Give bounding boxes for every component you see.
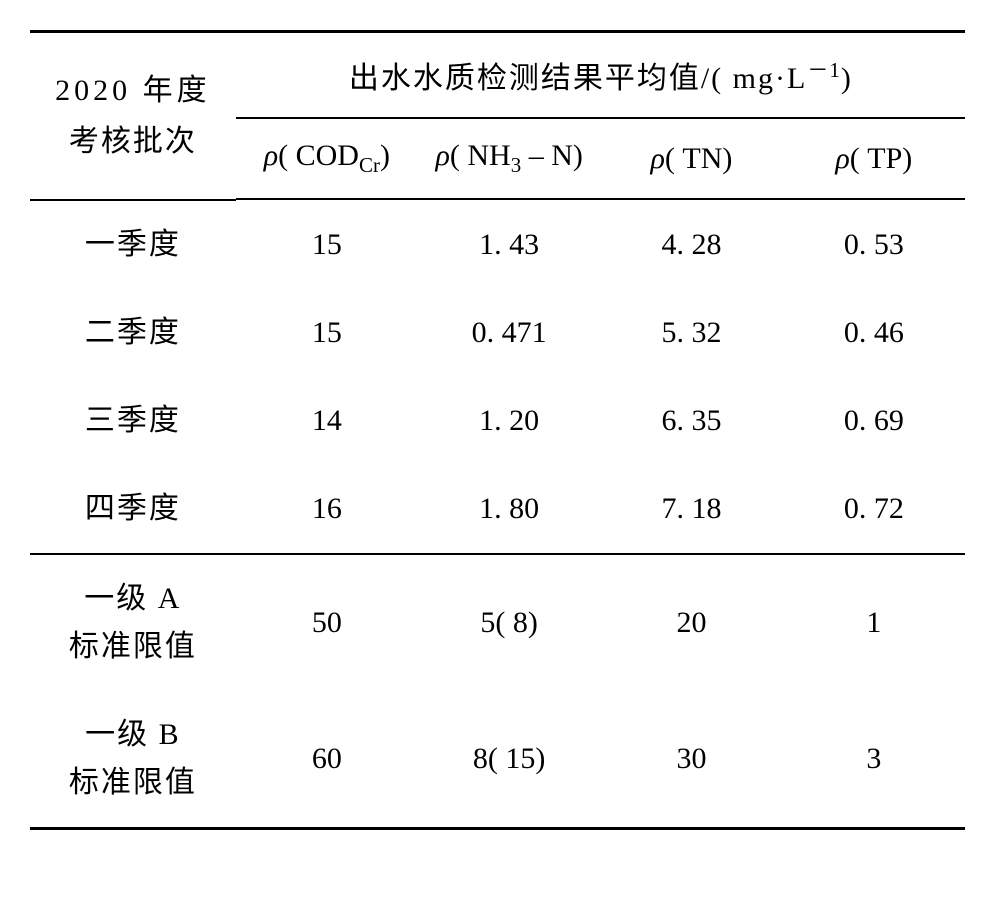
cell: 15	[236, 200, 418, 289]
cell: 0. 46	[783, 289, 965, 377]
cell: 6. 35	[600, 377, 782, 465]
cell: 4. 28	[600, 200, 782, 289]
table-row: 一季度 15 1. 43 4. 28 0. 53	[30, 200, 965, 289]
cell: 0. 53	[783, 200, 965, 289]
row-label: 一级 A 标准限值	[30, 554, 236, 691]
table-row-std: 一级 B 标准限值 60 8( 15) 30 3	[30, 691, 965, 829]
cell: 16	[236, 465, 418, 554]
cell: 0. 471	[418, 289, 600, 377]
cell: 0. 72	[783, 465, 965, 554]
table-row: 三季度 14 1. 20 6. 35 0. 69	[30, 377, 965, 465]
table-row: 二季度 15 0. 471 5. 32 0. 46	[30, 289, 965, 377]
row-label: 一级 B 标准限值	[30, 691, 236, 829]
col-header-nh3n: ρ( NH3 – N)	[418, 118, 600, 199]
cell: 1. 20	[418, 377, 600, 465]
table-row: 四季度 16 1. 80 7. 18 0. 72	[30, 465, 965, 554]
water-quality-table: 2020 年度 考核批次 出水水质检测结果平均值/( mg·L－1) ρ( CO…	[30, 30, 965, 830]
cell: 50	[236, 554, 418, 691]
col-header-tn: ρ( TN)	[600, 118, 782, 199]
header-top: 出水水质检测结果平均值/( mg·L－1)	[236, 32, 965, 119]
cell: 1. 43	[418, 200, 600, 289]
cell: 5( 8)	[418, 554, 600, 691]
cell: 5. 32	[600, 289, 782, 377]
cell: 8( 15)	[418, 691, 600, 829]
row-label: 二季度	[30, 289, 236, 377]
row-label: 一季度	[30, 200, 236, 289]
cell: 30	[600, 691, 782, 829]
cell: 1. 80	[418, 465, 600, 554]
cell: 60	[236, 691, 418, 829]
cell: 7. 18	[600, 465, 782, 554]
header-left: 2020 年度 考核批次	[30, 32, 236, 200]
col-header-cod: ρ( CODCr)	[236, 118, 418, 199]
cell: 3	[783, 691, 965, 829]
cell: 20	[600, 554, 782, 691]
cell: 1	[783, 554, 965, 691]
col-header-tp: ρ( TP)	[783, 118, 965, 199]
row-label: 三季度	[30, 377, 236, 465]
cell: 14	[236, 377, 418, 465]
cell: 0. 69	[783, 377, 965, 465]
cell: 15	[236, 289, 418, 377]
row-label: 四季度	[30, 465, 236, 554]
table-row-std: 一级 A 标准限值 50 5( 8) 20 1	[30, 554, 965, 691]
